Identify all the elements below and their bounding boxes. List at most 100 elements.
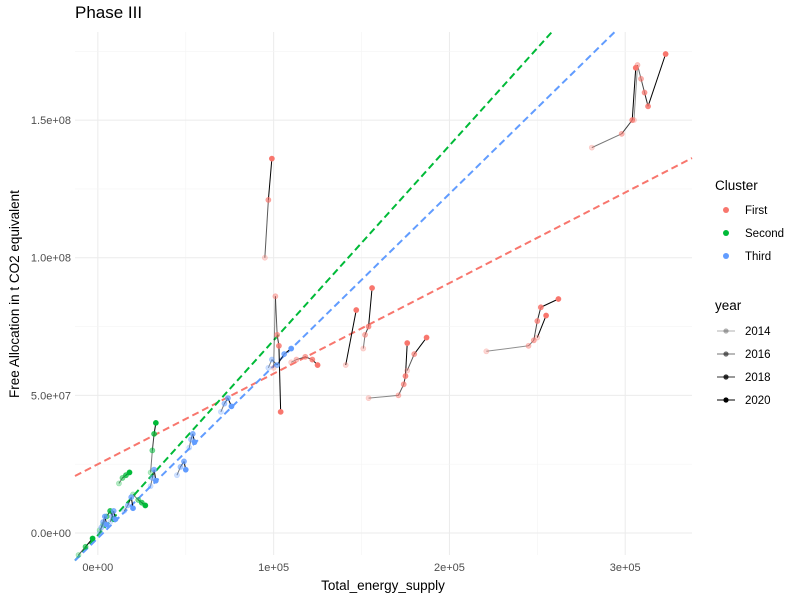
legend-key-year-point [723,397,729,403]
data-point [404,367,411,374]
series-first [261,155,275,261]
data-point [530,337,537,344]
series-segment [150,450,153,473]
trend-lines [74,31,693,562]
data-point [116,480,122,487]
data-point [107,519,114,525]
data-point [632,64,639,71]
legend-key-year-point [723,351,729,357]
data-point [75,552,82,558]
data-point [261,254,268,261]
data-point [151,430,158,437]
legend-year-title: year [715,298,742,313]
series-segment [267,158,273,200]
legend-key-year-point [723,374,729,380]
data-point [181,458,187,465]
series-segment [404,343,408,377]
data-point [288,359,295,366]
series-third [107,508,119,525]
series-segment [345,309,357,366]
data-point [98,524,105,531]
series-segment [290,359,297,363]
data-point [402,373,409,379]
series-segment [413,337,427,355]
series [75,51,669,558]
series-segment [278,345,282,412]
data-point [103,521,110,528]
data-point [189,430,196,437]
trend-line-first [74,157,693,477]
series-segment [368,394,399,399]
trend-line-third [74,31,616,562]
series-first [270,293,284,415]
series-segment [486,345,529,352]
series-segment [406,353,415,371]
series-segment [591,133,622,149]
data-point [121,508,128,514]
data-point [177,464,184,470]
data-point [147,483,154,490]
series-segment [647,53,667,107]
data-point [124,502,131,509]
series-segment [274,296,278,335]
series-segment [536,315,547,338]
legend-label-first: First [745,205,768,217]
data-point [543,312,549,319]
data-point [152,419,159,426]
series-third [265,345,295,371]
data-point [228,403,235,410]
data-point [353,307,360,313]
legend-key-year-point [723,328,729,334]
data-point [149,447,156,454]
data-point [423,334,430,341]
data-point [638,75,644,82]
data-point [365,395,372,401]
data-point [268,356,275,363]
series-first [365,340,411,401]
data-point [225,395,231,401]
data-point [110,508,117,514]
data-point [534,318,541,324]
data-point [645,103,651,110]
data-point [281,351,288,357]
series-first [534,312,549,341]
data-point [186,444,193,451]
series-first [483,296,562,355]
data-point [272,293,279,300]
legend-label-third: Third [745,251,771,263]
data-point [152,477,159,484]
data-point [265,197,272,203]
series-segment [368,287,373,327]
data-point [342,362,349,368]
data-point [174,472,180,479]
data-point [404,340,411,346]
data-point [525,342,532,349]
data-point [400,381,407,388]
tick-labels: 0e+00 1e+05 2e+05 3e+05 0.0e+00 5.0e+07 1.0e+0… [31,115,641,574]
data-point [218,408,224,415]
data-point [309,356,316,363]
x-tick-label: 1e+05 [258,562,289,574]
series-third [174,458,189,479]
series-segment [267,359,273,369]
data-point [276,342,282,349]
data-point [101,513,108,520]
data-point [483,348,490,355]
data-point [126,469,133,476]
series-third [218,395,235,415]
data-point [274,362,281,368]
data-point [293,356,300,363]
data-point [662,51,669,57]
data-point [555,296,562,302]
series-first [288,353,321,368]
y-axis-title: Free Allocation in t CO2 equivalent [7,190,22,398]
series-third [186,430,198,451]
y-tick-label: 5.0e+07 [31,390,71,402]
series-second [75,535,96,558]
legend-key-first [723,207,729,213]
plot-background [75,32,692,555]
data-point [365,323,372,330]
legend-year: year 2014 2016 2018 2020 [715,298,771,407]
x-tick-label: 0e+00 [82,562,113,574]
